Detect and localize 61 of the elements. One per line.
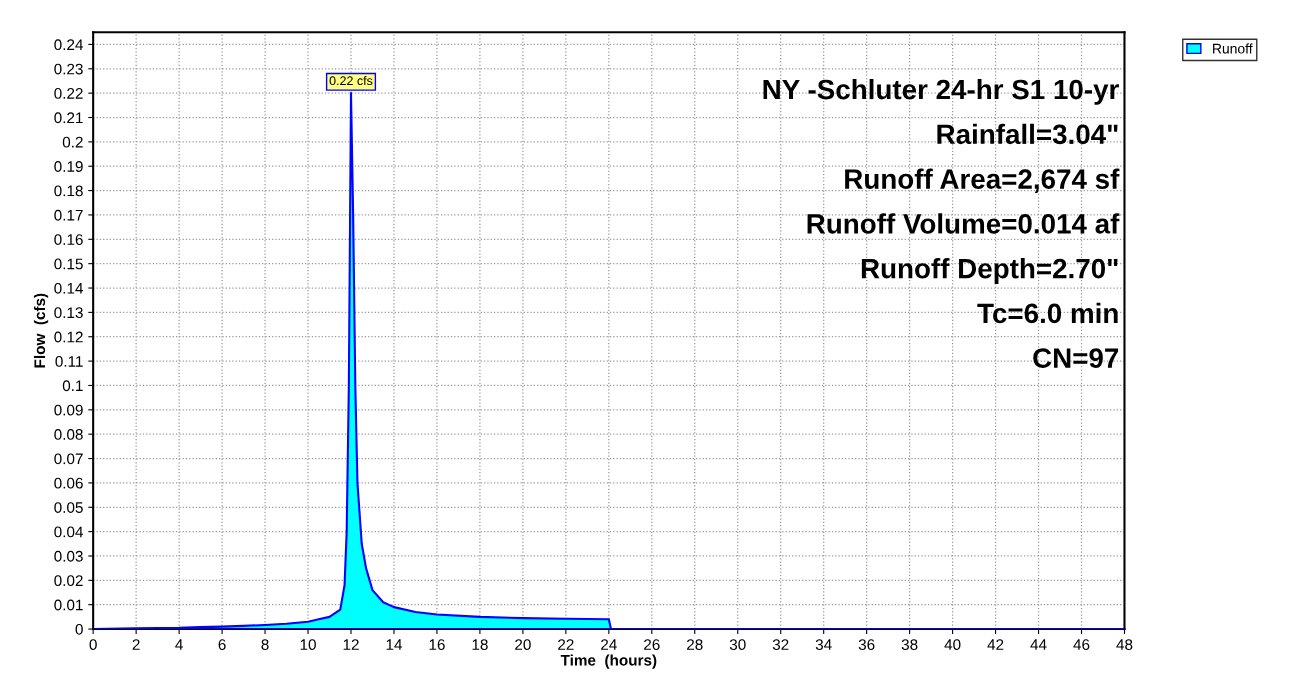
y-tick-label: 0.01: [54, 599, 83, 611]
x-tick-label: 38: [901, 639, 918, 651]
y-tick-label: 0: [75, 623, 83, 635]
y-tick-label: 0.04: [54, 526, 83, 538]
y-tick-label: 0.12: [54, 331, 83, 343]
annotation: NY -Schluter 24-hr S1 10-yr: [763, 78, 1119, 105]
annotation: 0.22 cfs: [329, 75, 373, 86]
y-tick-label: 0.14: [54, 282, 83, 294]
x-tick-label: 42: [987, 639, 1004, 650]
x-tick-label: 40: [944, 639, 961, 651]
x-tick-label: 2: [132, 639, 140, 650]
y-tick-label: 0.13: [54, 307, 83, 319]
x-tick-label: 18: [472, 639, 488, 651]
annotation: Runoff Depth=2.70": [861, 258, 1118, 284]
y-tick-label: 0.22: [54, 88, 83, 99]
x-tick-label: 20: [515, 639, 531, 651]
x-tick-label: 24: [601, 639, 617, 650]
y-tick-label: 0.1: [62, 380, 83, 392]
annotation: Rainfall=3.04": [937, 123, 1118, 145]
y-tick-label: 0.08: [54, 429, 83, 440]
y-tick-label: 0.15: [54, 258, 83, 270]
annotation: Runoff Volume=0.014 af: [807, 213, 1120, 234]
x-tick-label: 36: [858, 639, 875, 651]
y-tick-label: 0.02: [54, 575, 83, 587]
y-tick-label: 0.24: [54, 39, 83, 51]
y-tick-label: 0.03: [54, 550, 83, 562]
y-tick-label: 0.05: [54, 502, 83, 513]
x-tick-label: 0: [89, 639, 97, 651]
annotation: Runoff Area=2,674 sf: [845, 168, 1120, 193]
x-tick-label: 46: [1073, 639, 1090, 651]
x-tick-label: 22: [558, 639, 574, 650]
x-tick-label: 30: [729, 639, 746, 651]
y-tick-label: 0.17: [54, 209, 83, 221]
x-tick-label: 16: [429, 639, 445, 651]
y-tick-label: 0.18: [54, 185, 83, 197]
y-tick-label: 0.11: [55, 355, 83, 367]
x-tick-label: 26: [644, 639, 660, 651]
legend-label: Runoff: [1213, 43, 1253, 54]
x-tick-label: 6: [218, 639, 226, 651]
x-axis-title: Time (hours): [560, 654, 657, 669]
x-tick-label: 28: [687, 639, 703, 651]
y-tick-label: 0.2: [62, 136, 83, 148]
x-tick-label: 48: [1116, 639, 1133, 651]
y-tick-label: 0.21: [54, 112, 83, 124]
x-tick-label: 10: [300, 639, 316, 651]
y-tick-label: 0.23: [54, 63, 83, 75]
annotation: CN=97: [1033, 348, 1119, 368]
y-tick-label: 0.09: [54, 404, 83, 416]
y-tick-label: 0.07: [54, 453, 83, 465]
x-tick-label: 44: [1030, 639, 1047, 650]
x-tick-label: 12: [343, 639, 359, 650]
annotation: Tc=6.0 min: [977, 302, 1118, 324]
x-tick-label: 8: [261, 639, 269, 651]
x-tick-label: 14: [386, 639, 403, 650]
x-tick-label: 4: [175, 639, 183, 650]
y-tick-label: 0.19: [54, 161, 83, 172]
x-tick-label: 32: [772, 639, 789, 651]
y-tick-label: 0.16: [54, 234, 83, 245]
y-tick-label: 0.06: [54, 477, 83, 489]
y-axis-title: Flow (cfs): [33, 293, 49, 368]
x-tick-label: 34: [815, 639, 832, 651]
